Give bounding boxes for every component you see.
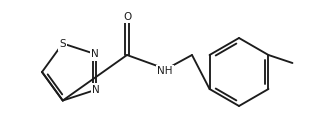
Text: S: S xyxy=(59,40,66,49)
Text: N: N xyxy=(91,49,99,59)
Text: O: O xyxy=(123,12,131,22)
Text: N: N xyxy=(92,85,100,95)
Text: NH: NH xyxy=(157,66,173,76)
